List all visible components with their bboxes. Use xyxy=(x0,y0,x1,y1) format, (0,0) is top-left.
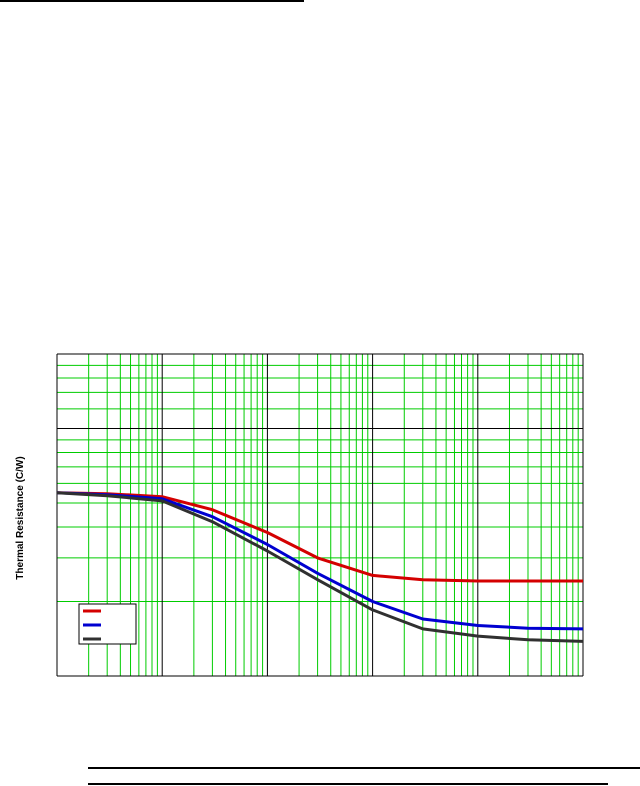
grid-major xyxy=(56,353,584,677)
series-layer xyxy=(56,491,584,643)
legend-swatches xyxy=(83,609,101,641)
series-line-2 xyxy=(56,491,584,631)
bottom-rule xyxy=(88,767,640,769)
bottom-rule-2 xyxy=(88,783,608,785)
grid-minor xyxy=(57,353,583,676)
top-rule xyxy=(0,0,304,2)
series-line-3 xyxy=(56,491,584,643)
y-axis-label: Thermal Resistance (C/W) xyxy=(15,456,26,579)
series-line-1 xyxy=(56,491,583,583)
legend xyxy=(78,603,137,645)
